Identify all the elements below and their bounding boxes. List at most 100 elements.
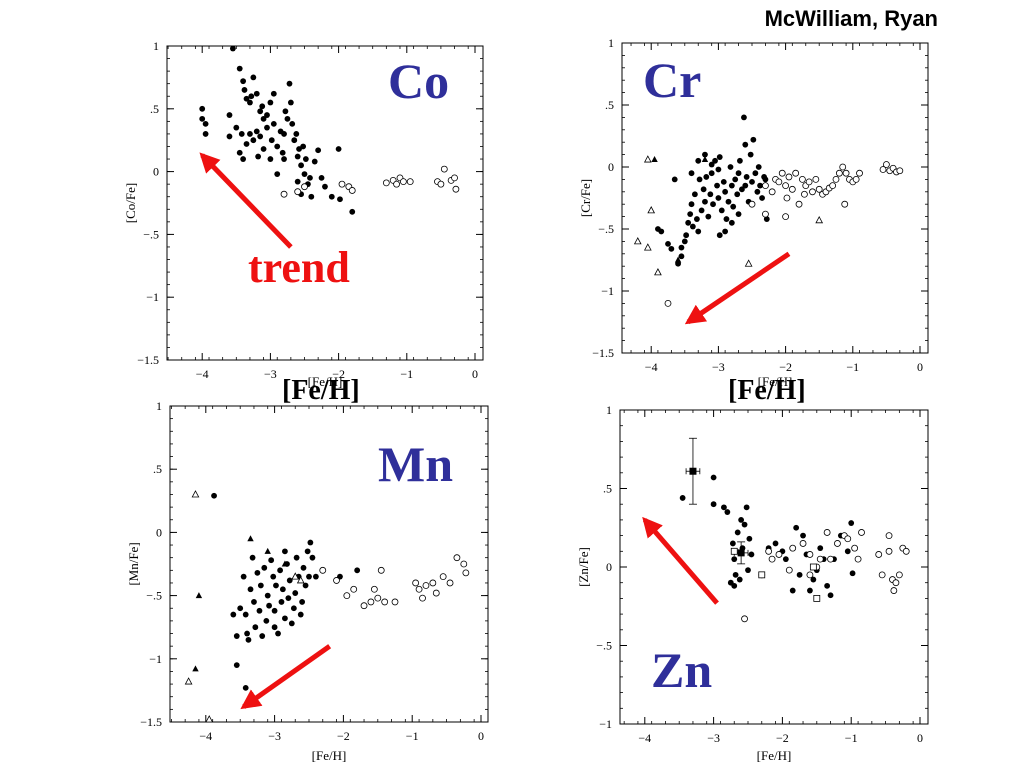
data-point-open-circle — [782, 213, 789, 221]
data-point-filled-circle — [824, 582, 831, 589]
data-point-filled-circle — [250, 74, 257, 81]
data-point-filled-circle — [301, 171, 308, 178]
data-point-open-triangle — [184, 677, 193, 685]
data-point-filled-circle — [253, 128, 260, 135]
x-tick-label: 0 — [478, 729, 484, 743]
data-point-filled-circle — [335, 146, 342, 152]
data-point-open-circle — [782, 182, 789, 190]
data-point-open-circle — [883, 161, 890, 168]
data-point-filled-circle — [793, 524, 800, 531]
data-point-open-circle — [343, 592, 351, 599]
data-point-open-circle — [453, 554, 461, 562]
data-point-filled-circle — [311, 158, 318, 165]
y-tick-label: 1 — [608, 36, 614, 50]
data-point-filled-circle — [722, 188, 729, 195]
data-point-filled-circle — [268, 137, 275, 144]
data-point-open-square — [813, 595, 821, 602]
data-point-open-circle — [806, 571, 814, 579]
data-point-filled-circle — [742, 182, 749, 189]
trend-annotation: trend — [248, 243, 350, 292]
data-point-filled-circle — [749, 178, 755, 185]
data-point-open-circle — [415, 585, 423, 593]
data-point-filled-circle — [255, 153, 262, 160]
y-tick-label: 0 — [156, 525, 162, 539]
data-point-filled-circle — [736, 576, 743, 583]
data-point-open-circle — [333, 577, 340, 584]
data-point-filled-circle — [226, 112, 233, 118]
data-point-filled-circle — [849, 570, 856, 577]
data-point-filled-circle — [312, 573, 319, 580]
data-point-open-circle — [775, 551, 783, 558]
data-point-filled-circle — [689, 223, 696, 230]
data-point-filled-circle — [273, 582, 279, 589]
data-point-filled-circle — [703, 174, 710, 180]
trend-arrow — [684, 251, 791, 325]
data-point-filled-circle — [237, 605, 244, 612]
data-point-open-square — [730, 547, 738, 555]
data-point-filled-circle — [294, 153, 301, 160]
data-point-filled-circle — [728, 219, 735, 226]
data-point-filled-circle — [817, 545, 824, 552]
y-tick-label: .5 — [603, 482, 612, 496]
x-tick-label: 0 — [917, 360, 923, 374]
data-point-filled-circle — [302, 156, 309, 162]
data-point-open-triangle — [643, 243, 652, 251]
data-point-filled-circle — [720, 178, 727, 185]
data-point-filled-circle — [685, 219, 692, 226]
data-point-filled-circle — [300, 143, 307, 150]
data-point-open-triangle — [205, 715, 214, 723]
data-point-open-circle — [301, 183, 308, 191]
data-point-filled-circle — [732, 176, 739, 183]
y-axis-label: [Co/Fe] — [123, 183, 138, 223]
data-point-open-circle — [664, 299, 672, 307]
data-point-filled-circle — [708, 170, 715, 177]
data-point-filled-triangle — [281, 560, 289, 567]
x-tick-label: −4 — [645, 360, 658, 374]
y-tick-label: 0 — [608, 160, 614, 174]
data-point-filled-circle — [678, 244, 685, 251]
data-point-filled-circle — [257, 108, 264, 115]
data-point-filled-circle — [293, 554, 300, 561]
trend-arrow — [199, 152, 293, 249]
data-point-filled-circle — [297, 611, 304, 618]
data-point-open-circle — [785, 566, 793, 574]
data-point-open-circle — [741, 615, 748, 623]
data-point-filled-circle — [257, 133, 264, 140]
data-point-open-circle — [885, 547, 893, 555]
data-point-filled-circle — [678, 253, 685, 260]
data-point-filled-circle — [282, 108, 289, 115]
data-point-filled-circle — [260, 146, 267, 152]
data-point-filled-circle — [754, 188, 761, 195]
x-tick-label: −4 — [196, 367, 209, 381]
y-tick-label: −.5 — [598, 222, 614, 236]
x-axis-label: [Fe/H] — [308, 374, 343, 389]
data-point-filled-circle — [247, 586, 254, 593]
data-point-filled-circle — [668, 245, 675, 252]
data-point-filled-circle — [734, 191, 741, 198]
data-point-open-circle — [451, 174, 458, 182]
data-point-open-triangle — [654, 268, 662, 276]
data-point-filled-circle — [848, 520, 855, 526]
data-point-open-circle — [452, 185, 460, 193]
data-point-filled-triangle — [192, 665, 199, 672]
data-point-open-circle — [422, 582, 430, 589]
data-point-open-triangle — [643, 155, 652, 163]
data-point-filled-circle — [229, 45, 236, 52]
fe-h-label-left: [Fe/H] — [282, 375, 360, 406]
data-point-open-circle — [875, 551, 883, 558]
data-point-filled-circle — [270, 573, 277, 580]
data-point-filled-circle — [315, 147, 322, 154]
data-point-filled-circle — [318, 174, 325, 181]
panel-zn: −4 −3 −2 −1 0 −1 −.5 0 .5 1 [Fe/H] [Zn/Fe] Zn — [576, 403, 929, 763]
data-point-filled-circle — [307, 174, 313, 181]
trend-arrow — [642, 516, 719, 605]
panel-co: −4 −3 −2 −1 0 −1.5 −1 −.5 0 .5 1 [Fe/H] [Co/Fe] Co tre… — [123, 39, 484, 389]
y-axis-label: [Cr/Fe] — [578, 179, 593, 217]
data-point-filled-circle — [247, 99, 253, 106]
data-point-filled-circle — [257, 582, 264, 589]
data-point-open-circle — [412, 579, 420, 587]
data-point-filled-circle — [741, 521, 748, 528]
x-tick-label: −3 — [707, 731, 720, 745]
data-point-open-circle — [885, 532, 893, 539]
data-point-filled-circle — [284, 115, 291, 122]
